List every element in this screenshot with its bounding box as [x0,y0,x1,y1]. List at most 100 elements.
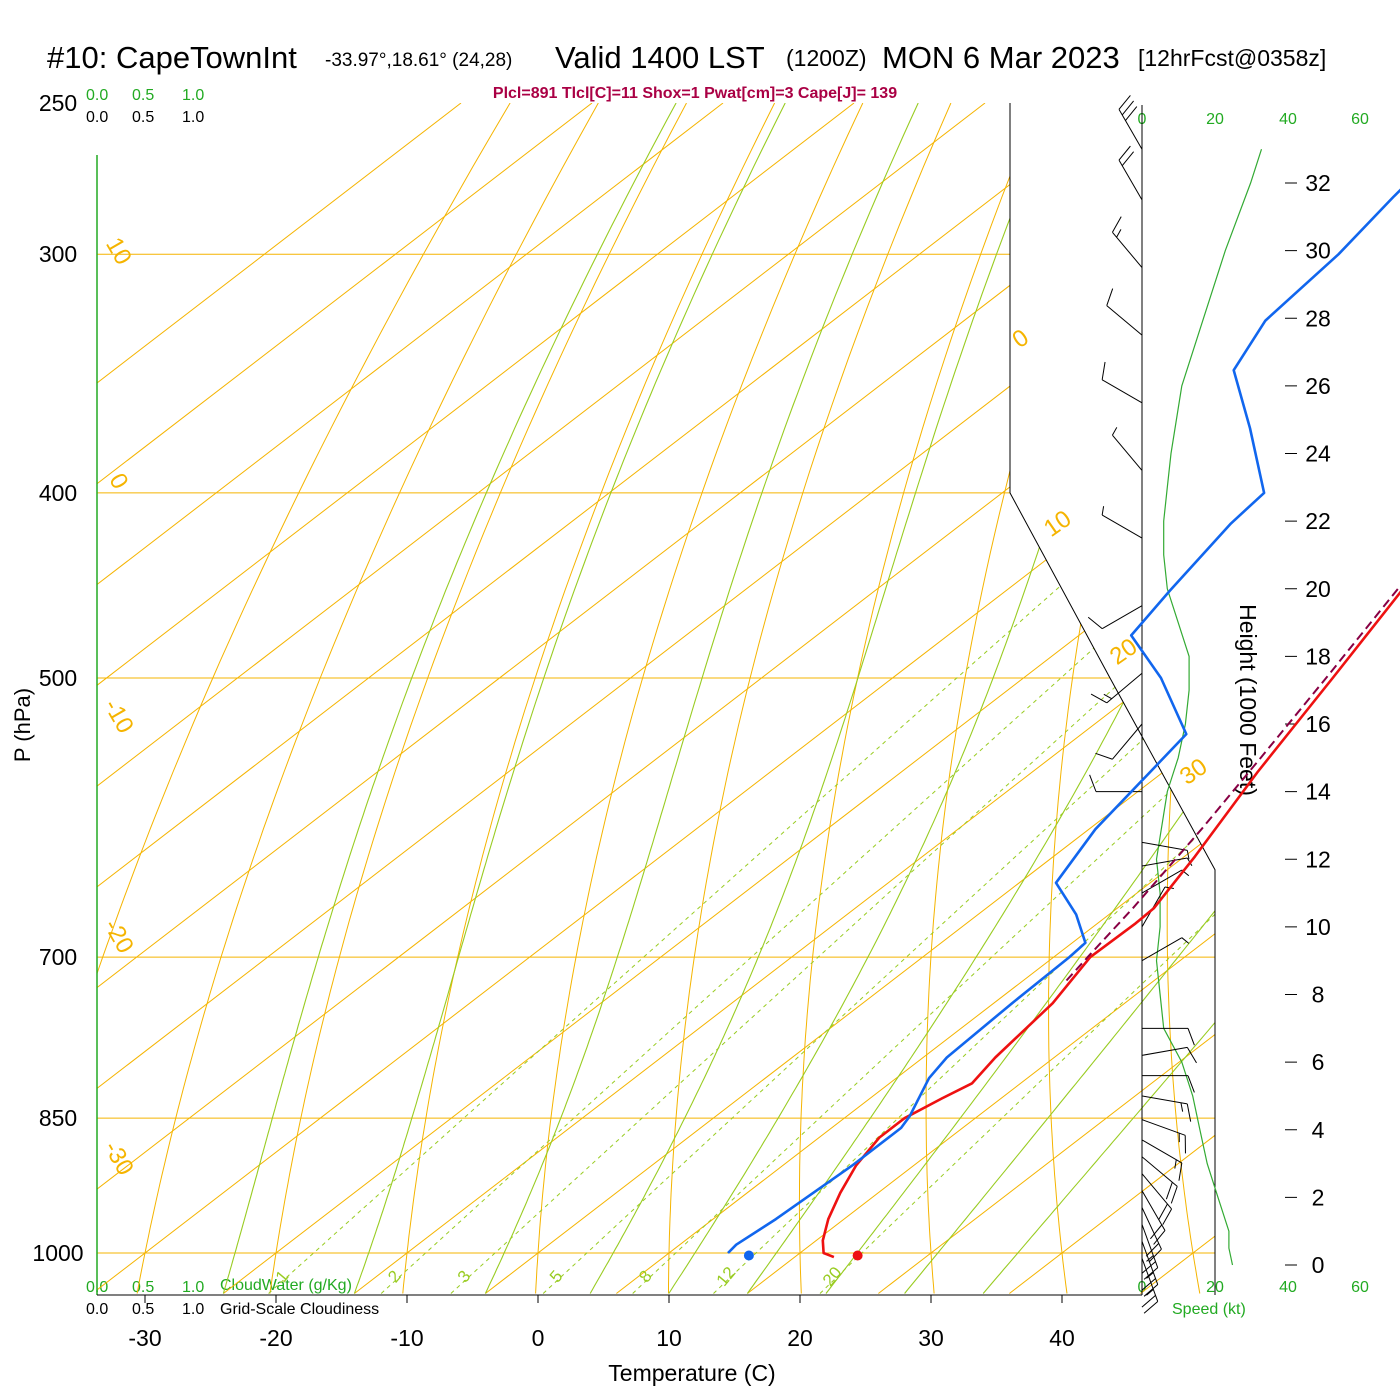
speed-scale-top-40: 40 [1279,111,1297,128]
wind-barb-flag [1143,1267,1159,1280]
moist-adiabat--10 [353,103,786,1294]
surface-temperature-point [852,1250,863,1261]
wind-barb-shaft [1101,379,1143,404]
wind-speed-profile-line [1155,149,1263,1266]
moist-adiabat-32 [904,103,1215,1294]
plot-frame [96,103,1216,1296]
wind-barb-12 [1142,1027,1195,1046]
isotherm-20 [747,103,1215,1294]
wind-barb-20 [1090,672,1143,704]
height-tick-30: 30 [1305,238,1331,264]
height-tick-18: 18 [1305,643,1331,669]
isotherm-50 [1140,103,1215,1294]
wind-barb-13 [1141,937,1190,962]
wind-barb-shaft [1118,109,1143,150]
speed-scale-bottom-40: 40 [1279,1279,1297,1296]
sounding-indices: Plcl=891 Tlcl[C]=11 Shox=1 Pwat[cm]=3 Ca… [493,85,897,102]
wind-barb-23 [1111,427,1143,471]
wind-barb-flag [1095,752,1113,760]
wind-barb-shaft [1141,1224,1159,1268]
cloudwater-scale-top-1: 0.5 [132,87,154,104]
speed-scale-bottom-60: 60 [1351,1279,1369,1296]
wind-barb-flag [1121,100,1134,116]
wind-speed-scale: 0 20 40 60 0 20 40 60 Speed (kt) [1138,111,1369,1318]
wind-barb-halfflag [1101,506,1105,516]
wind-barb-26 [1111,216,1143,268]
wind-barb-2 [1141,1224,1159,1280]
wind-barb-1 [1141,1241,1159,1297]
isotherm-label-1: 0 [103,469,133,494]
dry-adiabat-20 [798,103,1040,1294]
wind-barb-5 [1141,1173,1173,1225]
wind-barb-halfflag [1174,1159,1177,1169]
wind-barb-halfflag [1103,693,1112,700]
dry-adiabat--30 [136,103,599,1294]
wind-barb-7 [1141,1139,1183,1181]
pressure-tick-400: 400 [39,480,77,506]
isotherm-label-7: 20 [1105,633,1142,670]
height-tick-2: 2 [1312,1184,1325,1210]
wind-barb-shaft [1112,434,1143,471]
wind-barb-flag [1178,1162,1183,1181]
wind-barb-flag [1141,1295,1156,1308]
moist-adiabat-0 [484,103,919,1294]
isotherm-label-0: 10 [100,233,137,270]
wind-barb-3 [1141,1207,1162,1263]
dry-adiabat--10 [402,103,776,1294]
height-tick-8: 8 [1312,982,1325,1008]
mixing-ratio-20 [819,492,1215,1294]
temp-tick-0: 0 [532,1325,545,1351]
height-tick-14: 14 [1305,779,1331,805]
mixing-ratio-label-20: 20 [819,1263,846,1290]
station-title: #10: CapeTownInt [47,40,297,75]
wind-barb-halfflag [1146,1288,1154,1296]
isotherm-label-5: 0 [1007,324,1033,354]
cloudiness-scale-top-0: 0.0 [86,109,108,126]
height-tick-22: 22 [1305,508,1331,534]
wind-barb-flag [1153,1230,1166,1245]
valid-date: MON 6 Mar 2023 [882,40,1120,75]
height-tick-32: 32 [1305,170,1331,196]
wind-barb-shaft [1141,1173,1172,1210]
moist-adiabat-8 [589,103,1057,1294]
background-lines [97,103,1400,1294]
pressure-tick-500: 500 [39,665,77,691]
wind-barb-shaft [1141,1258,1159,1302]
wind-barb-halfflag [1111,427,1118,436]
cloudiness-scale-top-2: 1.0 [182,109,204,126]
wind-barb-shaft [1141,937,1183,962]
x-axis-title: Temperature (C) [608,1360,775,1386]
cloud-scale-top: 0.0 0.5 1.0 0.0 0.5 1.0 [86,87,204,126]
wind-barb-shaft [1141,1190,1166,1231]
zulu-time: (1200Z) [786,45,867,71]
dry-adiabat-40 [1048,103,1215,1294]
wind-barb-28 [1118,95,1143,150]
wind-barb-halfflag [1116,229,1122,238]
right-frame-line [1009,103,1216,1295]
pressure-tick-850: 850 [39,1105,77,1131]
wind-barb-21 [1087,605,1143,630]
wind-barb-8 [1141,1119,1186,1154]
wind-barb-shaft [1141,1139,1183,1164]
wind-barb-22 [1101,506,1143,539]
wind-barb-flag [1150,1224,1163,1240]
isotherm--30 [97,103,1215,1294]
dry-adiabat-70 [1394,103,1400,1294]
wind-barb-24 [1101,361,1143,404]
wind-barb-shaft [1106,305,1143,336]
y-axis-title: P (hPa) [10,688,35,762]
cloudiness-scale-bottom-2: 1.0 [182,1301,204,1318]
wind-barb-shaft [1141,1241,1159,1285]
height-tick-0: 0 [1312,1252,1325,1278]
mixing-ratio-1 [268,492,1166,1294]
temp-tick-40: 40 [1049,1325,1075,1351]
isotherm--70 [97,103,1117,1294]
isotherm-label-6: 10 [1039,505,1076,542]
dry-adiabat-0 [535,103,864,1294]
temp-tick-10: 10 [656,1325,682,1351]
wind-barb-flag [1089,774,1097,792]
wind-barb-shaft [1101,514,1143,539]
cloudiness-scale-bottom-0: 0.0 [86,1301,108,1318]
